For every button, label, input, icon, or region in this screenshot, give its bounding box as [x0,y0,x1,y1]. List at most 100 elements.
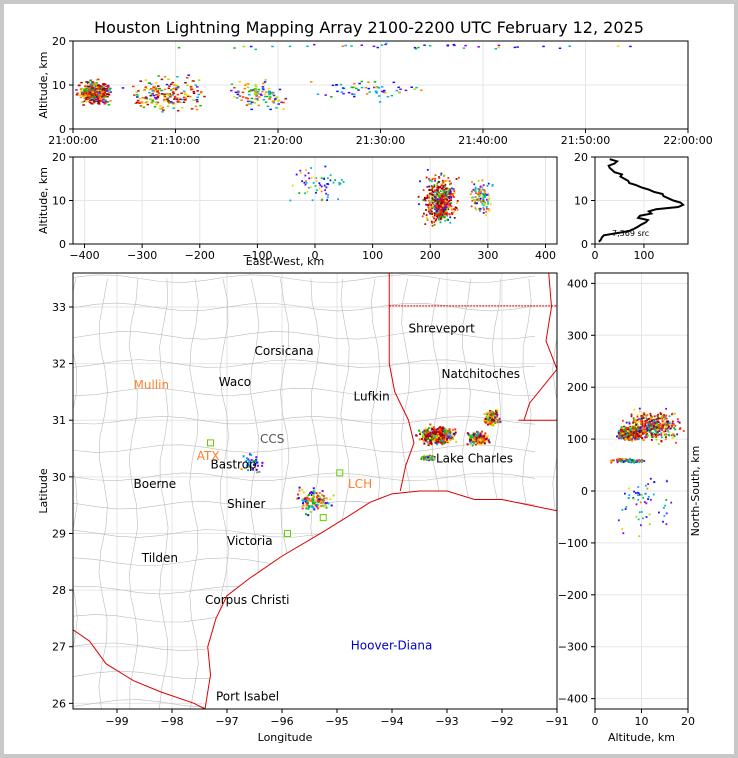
source-point [480,200,482,203]
source-point [635,423,638,426]
source-point [433,217,436,220]
source-point [484,417,487,420]
x-axis-label: Longitude [258,731,313,744]
source-point [437,435,440,438]
source-point [448,180,451,183]
source-point [427,444,430,447]
source-point [395,89,399,92]
source-point [654,423,657,426]
source-point [655,426,658,429]
source-point [165,94,169,96]
source-point [309,492,312,495]
source-point [324,189,326,192]
source-point [377,87,381,89]
source-point [375,92,378,94]
source-point [480,440,483,443]
source-point [617,430,620,433]
source-point [425,216,428,219]
source-point [445,212,448,215]
source-point [246,83,250,85]
source-point [476,202,478,205]
source-point [251,468,254,471]
source-point [425,457,428,460]
source-point [435,210,438,213]
source-point [644,492,647,495]
city-label: Waco [219,375,251,389]
source-point [653,421,656,424]
source-point [255,456,258,459]
source-point [633,461,635,464]
source-point [426,218,429,221]
source-point [428,179,431,182]
source-point [360,44,363,46]
source-point [481,202,484,205]
source-point [444,196,447,199]
source-point [424,427,427,430]
source-point [444,437,447,440]
source-point [433,205,436,208]
source-point [482,196,485,198]
source-point [447,190,450,193]
source-point [628,461,631,464]
source-point [647,418,649,420]
source-point [425,433,428,436]
source-point [176,93,180,96]
source-point [479,442,482,445]
source-point [83,89,87,91]
source-point [82,104,85,106]
source-point [647,424,650,427]
source-point [448,193,451,195]
source-point [234,91,238,94]
source-point [237,91,240,94]
source-point [637,425,640,428]
source-point [151,90,155,92]
source-point [646,487,649,490]
source-point [323,184,326,187]
source-point [159,105,162,107]
source-point [487,438,490,441]
source-point [646,418,648,420]
source-point [435,429,438,432]
source-point [352,93,356,96]
source-point [258,96,261,98]
source-point [441,441,444,444]
source-point [630,432,633,435]
source-point [492,424,495,427]
source-point [632,436,635,439]
source-point [478,436,481,439]
source-point [420,89,423,91]
source-point [192,90,196,93]
source-point [350,45,353,47]
source-point [441,195,444,198]
source-point [441,214,444,217]
source-point [177,46,181,49]
source-point [642,422,645,425]
x-tick-label: 100 [362,249,383,262]
source-point [655,424,657,426]
city-label: Port Isabel [216,690,279,704]
source-point [167,99,170,102]
source-point [192,99,195,101]
source-point [633,426,636,429]
source-point [629,438,632,441]
source-point [320,190,323,193]
sensor-site-label: LCH [348,477,372,491]
city-label: Natchitoches [442,367,520,381]
source-point [650,434,653,437]
source-point [491,184,494,187]
source-point [643,501,646,503]
county-line [552,278,557,709]
source-point [644,419,647,422]
source-point [250,97,254,100]
source-point [622,458,625,461]
source-point [186,84,189,87]
source-point [138,97,142,100]
source-point [456,209,459,211]
source-point [171,91,175,93]
source-point [628,422,631,425]
source-point [434,204,436,207]
source-point [261,86,265,88]
source-point [431,194,434,196]
source-point [105,90,109,92]
source-point [272,101,276,104]
